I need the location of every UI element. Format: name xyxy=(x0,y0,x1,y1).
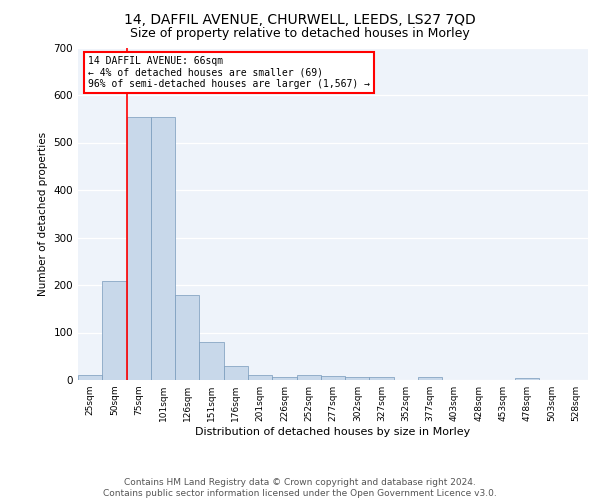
Bar xyxy=(272,377,296,380)
X-axis label: Distribution of detached houses by size in Morley: Distribution of detached houses by size … xyxy=(196,427,470,437)
Y-axis label: Number of detached properties: Number of detached properties xyxy=(38,132,48,296)
Text: Size of property relative to detached houses in Morley: Size of property relative to detached ho… xyxy=(130,28,470,40)
Bar xyxy=(321,376,345,380)
Bar xyxy=(296,375,321,380)
Bar xyxy=(175,294,199,380)
Text: 14, DAFFIL AVENUE, CHURWELL, LEEDS, LS27 7QD: 14, DAFFIL AVENUE, CHURWELL, LEEDS, LS27… xyxy=(124,12,476,26)
Bar xyxy=(151,118,175,380)
Bar xyxy=(199,342,224,380)
Bar xyxy=(127,118,151,380)
Bar xyxy=(370,377,394,380)
Bar xyxy=(418,377,442,380)
Bar xyxy=(345,377,370,380)
Bar xyxy=(515,378,539,380)
Text: Contains HM Land Registry data © Crown copyright and database right 2024.
Contai: Contains HM Land Registry data © Crown c… xyxy=(103,478,497,498)
Bar xyxy=(248,375,272,380)
Text: 14 DAFFIL AVENUE: 66sqm
← 4% of detached houses are smaller (69)
96% of semi-det: 14 DAFFIL AVENUE: 66sqm ← 4% of detached… xyxy=(88,56,370,89)
Bar xyxy=(102,280,127,380)
Bar xyxy=(224,366,248,380)
Bar xyxy=(78,375,102,380)
